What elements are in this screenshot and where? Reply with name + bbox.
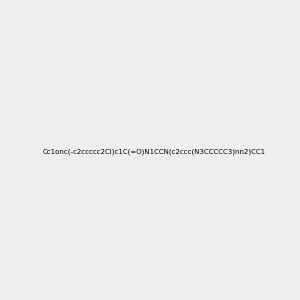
Text: Cc1onc(-c2ccccc2Cl)c1C(=O)N1CCN(c2ccc(N3CCCCC3)nn2)CC1: Cc1onc(-c2ccccc2Cl)c1C(=O)N1CCN(c2ccc(N3… xyxy=(42,148,265,155)
